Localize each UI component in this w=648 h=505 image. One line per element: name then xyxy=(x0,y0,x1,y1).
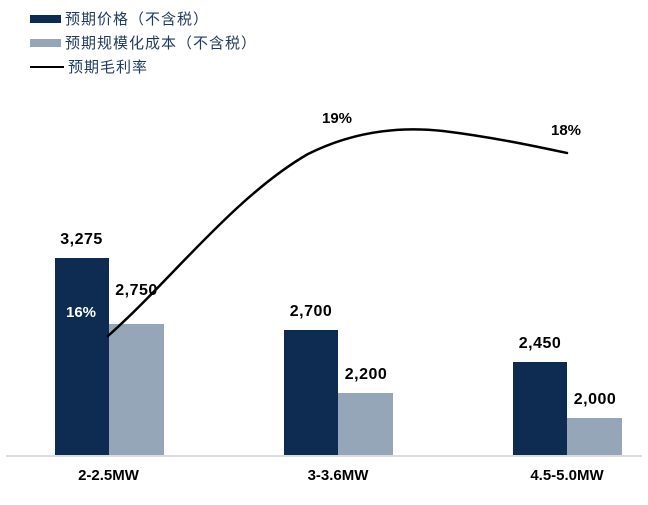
legend-item-margin: 预期毛利率 xyxy=(30,58,257,76)
price-value-label: 3,275 xyxy=(60,231,103,248)
cost-bar xyxy=(567,417,622,456)
price-bar xyxy=(284,330,338,456)
cost-bar-swatch-icon xyxy=(30,38,61,47)
category-label: 3-3.6MW xyxy=(307,467,369,484)
price-bar xyxy=(513,361,567,456)
category-label: 4.5-5.0MW xyxy=(530,467,604,484)
legend-label-price: 预期价格（不含税） xyxy=(65,10,210,28)
price-value-label: 2,700 xyxy=(289,303,333,321)
cost-value-label: 2,000 xyxy=(573,390,617,408)
margin-line-swatch-icon xyxy=(30,65,64,68)
price-bar xyxy=(54,258,109,456)
price-bar-swatch-icon xyxy=(30,14,61,23)
legend-label-cost: 预期规模化成本（不含税） xyxy=(65,34,258,52)
x-axis-line xyxy=(6,455,642,457)
legend-item-cost: 预期规模化成本（不含税） xyxy=(30,34,258,52)
price-value-label: 2,450 xyxy=(518,334,562,352)
cost-bar xyxy=(338,392,393,456)
cost-bar xyxy=(108,323,164,456)
category-label: 2-2.5MW xyxy=(78,467,139,484)
margin-rate-label: 19% xyxy=(321,110,353,127)
cost-value-label: 2,750 xyxy=(115,281,158,299)
margin-rate-label: 18% xyxy=(550,122,582,139)
margin-rate-curve-path xyxy=(106,128,569,338)
legend-label-margin: 预期毛利率 xyxy=(68,58,149,76)
legend: 预期价格（不含税） 预期规模化成本（不含税） 预期毛利率 xyxy=(30,10,258,76)
margin-rate-label: 16% xyxy=(65,304,97,321)
cost-value-label: 2,200 xyxy=(344,365,388,383)
legend-item-price: 预期价格（不含税） xyxy=(30,10,257,28)
